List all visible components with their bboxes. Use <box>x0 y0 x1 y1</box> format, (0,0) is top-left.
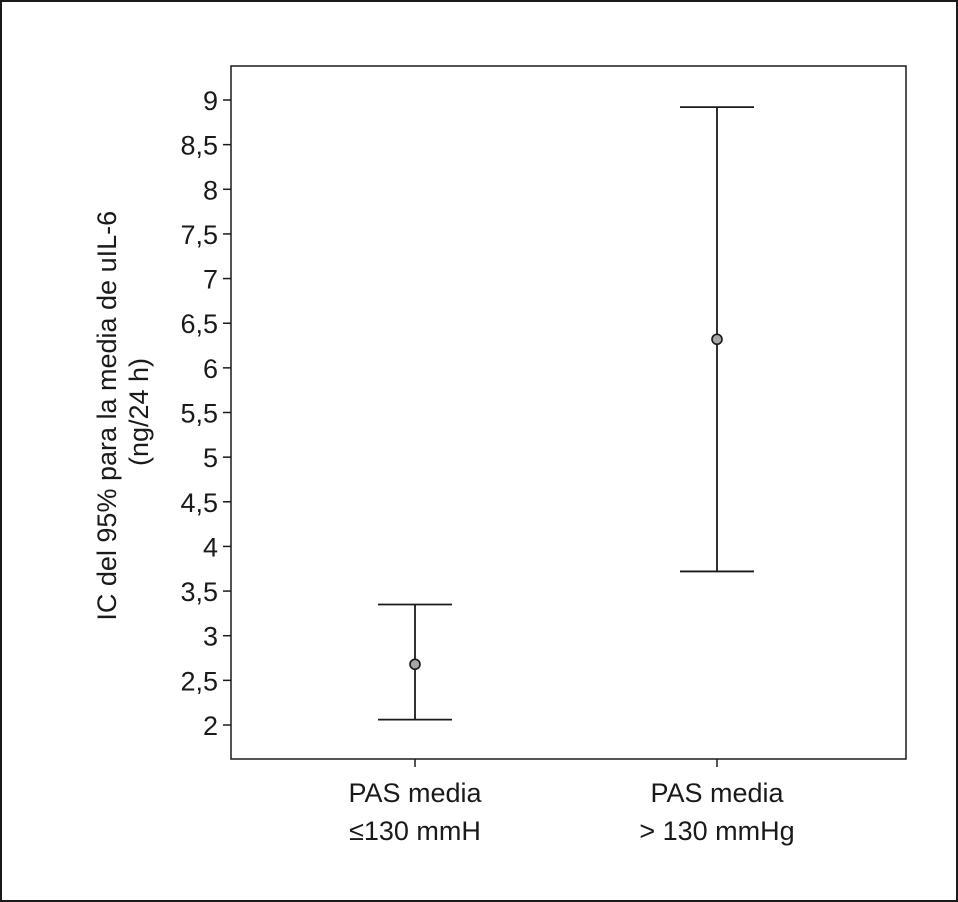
y-axis-label-line-1: IC del 95% para la media de uIL-6 <box>92 211 122 621</box>
x-tick-label-line: ≤130 mmH <box>349 816 481 846</box>
y-tick-label: 5 <box>203 443 218 473</box>
x-tick-label-line: PAS media <box>650 778 784 808</box>
y-tick-label: 7,5 <box>180 220 218 250</box>
y-tick-label: 9 <box>203 86 218 116</box>
y-tick-label: 3 <box>203 622 218 652</box>
y-tick-label: 4,5 <box>180 488 218 518</box>
y-tick-label: 6 <box>203 354 218 384</box>
x-tick-label: PAS media ≤130 mmH <box>348 778 482 846</box>
y-tick-label: 4 <box>203 532 218 562</box>
y-tick-label: 3,5 <box>180 577 218 607</box>
x-axis: PAS media ≤130 mmH PAS media > 130 mmHg <box>348 759 795 846</box>
y-tick-label: 5,5 <box>180 399 218 429</box>
mean-point <box>409 658 421 671</box>
y-axis-label: IC del 95% para la media de uIL-6 (ng/24… <box>92 203 154 620</box>
x-tick-label-line: > 130 mmHg <box>639 816 794 846</box>
y-tick-label: 2 <box>203 711 218 741</box>
y-tick-label: 6,5 <box>180 309 218 339</box>
y-axis: 2 2,5 3 3,5 4 4,5 5 5,5 6 6,5 7 7,5 8 8,5 9 <box>180 86 231 741</box>
y-tick-label: 8 <box>203 175 218 205</box>
error-bars <box>378 106 754 721</box>
y-tick-label: 2,5 <box>180 666 218 696</box>
x-tick-label-line: PAS media <box>348 778 482 808</box>
y-tick-label: 7 <box>203 265 218 295</box>
y-axis-label-line-2: (ng/24 h) <box>124 358 154 466</box>
mean-point <box>711 333 723 346</box>
x-tick-label: PAS media > 130 mmHg <box>639 778 794 846</box>
y-tick-label: 8,5 <box>180 131 218 161</box>
